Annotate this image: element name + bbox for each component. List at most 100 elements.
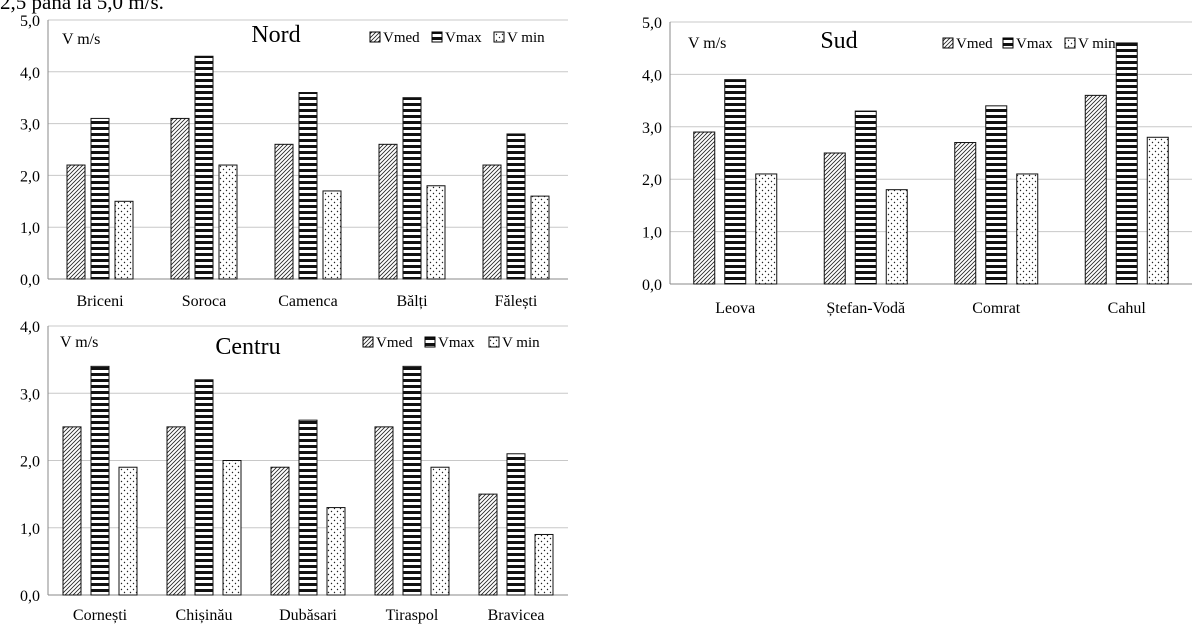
legend-swatch-vmax <box>1002 37 1014 49</box>
legend-label-vmax: Vmax <box>1016 36 1053 52</box>
bar-vmax-chisinau <box>194 379 214 596</box>
bar-vmax-bravicea <box>506 453 526 596</box>
bar-vmax-soroca <box>194 55 214 280</box>
x-tick-label: Briceni <box>76 293 124 310</box>
y-tick-label: 0,0 <box>20 272 40 289</box>
bar-vmax-tiraspol <box>402 365 422 596</box>
y-axis-label: V m/s <box>60 334 98 351</box>
header-text: 2,5 până la 5,0 m/s. <box>0 0 164 14</box>
bar-vmin-bravicea <box>534 533 554 596</box>
bar-vmed-falesti <box>482 164 502 280</box>
x-tick-label: Tiraspol <box>386 607 439 624</box>
bar-vmin-balti <box>426 185 446 280</box>
chart-title: Nord <box>251 22 300 48</box>
bar-vmed-camenca <box>274 143 294 280</box>
bar-vmin-soroca <box>218 164 238 280</box>
bar-vmin-chisinau <box>222 460 242 596</box>
bar-vmax-falesti <box>506 133 526 280</box>
bar-vmax-briceni <box>90 117 110 280</box>
bar-vmin-briceni <box>114 200 134 280</box>
x-tick-label: Cornești <box>73 607 128 624</box>
legend-swatch-vmed <box>369 31 381 43</box>
y-axis-label: V m/s <box>62 31 100 48</box>
x-tick-label: Cahul <box>1108 300 1147 317</box>
legend-label-vmax: Vmax <box>445 30 482 46</box>
bar-vmin-falesti <box>530 195 550 280</box>
bar-vmed-cornesti <box>62 426 82 596</box>
bar-vmax-camenca <box>298 92 318 280</box>
bar-vmin-camenca <box>322 190 342 280</box>
x-tick-label: Bălți <box>396 293 428 310</box>
bar-vmax-comrat <box>985 105 1008 285</box>
legend-swatch-vmax <box>424 336 436 348</box>
bar-vmax-cornesti <box>90 365 110 596</box>
bar-vmin-cahul <box>1146 136 1169 285</box>
legend-label-vmed: Vmed <box>383 30 420 46</box>
x-tick-label: Soroca <box>182 293 226 310</box>
y-tick-label: 0,0 <box>642 277 662 294</box>
y-axis-label: V m/s <box>688 35 726 52</box>
bar-vmin-dubasari <box>326 507 346 596</box>
bar-vmax-balti <box>402 97 422 280</box>
legend-label-vmed: Vmed <box>376 335 413 351</box>
y-tick-label: 1,0 <box>642 225 662 242</box>
y-tick-label: 1,0 <box>20 220 40 237</box>
bar-vmed-bravicea <box>478 493 498 596</box>
legend-swatch-vmin <box>493 31 505 43</box>
bar-vmax-dubasari <box>298 419 318 596</box>
chart-centru: 0,0 1,0 2,0 3,0 4,0 V m/s Centru Vmed Vmax V min C… <box>20 319 568 624</box>
y-tick-label: 2,0 <box>20 168 40 185</box>
bar-vmin-tiraspol <box>430 466 450 596</box>
legend-swatch-vmed <box>942 37 954 49</box>
y-tick-label: 1,0 <box>20 521 40 538</box>
x-tick-label: Leova <box>715 300 755 317</box>
y-tick-label: 3,0 <box>642 120 662 137</box>
bar-vmed-chisinau <box>166 426 186 596</box>
bar-vmax-stefan-voda <box>854 110 877 285</box>
bar-vmin-stefan-voda <box>885 189 908 285</box>
legend-swatch-vmed <box>362 336 374 348</box>
legend-swatch-vmin <box>1064 37 1076 49</box>
legend-swatch-vmin <box>488 336 500 348</box>
bar-vmax-cahul <box>1115 42 1138 285</box>
x-tick-label: Ștefan-Vodă <box>826 300 905 317</box>
bar-vmin-leova <box>755 173 778 285</box>
y-tick-label: 5,0 <box>20 13 40 30</box>
bar-vmed-dubasari <box>270 466 290 596</box>
y-tick-label: 2,0 <box>642 172 662 189</box>
y-tick-label: 4,0 <box>20 319 40 336</box>
y-tick-label: 3,0 <box>20 386 40 403</box>
legend-swatch-vmax <box>431 31 443 43</box>
y-tick-label: 4,0 <box>20 65 40 82</box>
x-tick-label: Chișinău <box>176 607 233 624</box>
x-tick-label: Fălești <box>495 293 538 310</box>
bar-vmed-briceni <box>66 164 86 280</box>
bar-vmed-balti <box>378 143 398 280</box>
x-tick-label: Camenca <box>278 293 338 310</box>
y-tick-label: 2,0 <box>20 454 40 471</box>
legend-label-vmax: Vmax <box>438 335 475 351</box>
chart-nord: 0,0 1,0 2,0 3,0 4,0 5,0 V m/s Nord Vmed Vmax V min… <box>20 13 568 310</box>
chart-sud: 0,0 1,0 2,0 3,0 4,0 5,0 V m/s Sud Vmed Vmax V min L… <box>642 15 1192 317</box>
chart-title: Centru <box>215 334 280 360</box>
bar-vmin-comrat <box>1016 173 1039 285</box>
y-tick-label: 0,0 <box>20 588 40 605</box>
chart-title: Sud <box>820 28 857 54</box>
legend-label-vmin: V min <box>507 30 545 46</box>
y-tick-label: 3,0 <box>20 117 40 134</box>
legend-label-vmed: Vmed <box>956 36 993 52</box>
y-tick-label: 5,0 <box>642 15 662 32</box>
bar-vmax-leova <box>724 79 747 285</box>
legend-label-vmin: V min <box>502 335 540 351</box>
bar-vmed-cahul <box>1084 94 1107 285</box>
bar-vmin-cornesti <box>118 466 138 596</box>
x-tick-label: Dubăsari <box>279 607 337 624</box>
bar-vmed-stefan-voda <box>823 152 846 285</box>
bar-vmed-tiraspol <box>374 426 394 596</box>
bar-vmed-comrat <box>954 142 977 285</box>
legend-label-vmin: V min <box>1078 36 1116 52</box>
bar-vmed-soroca <box>170 117 190 280</box>
x-tick-label: Comrat <box>972 300 1021 317</box>
y-tick-label: 4,0 <box>642 67 662 84</box>
x-tick-label: Bravicea <box>488 607 545 624</box>
